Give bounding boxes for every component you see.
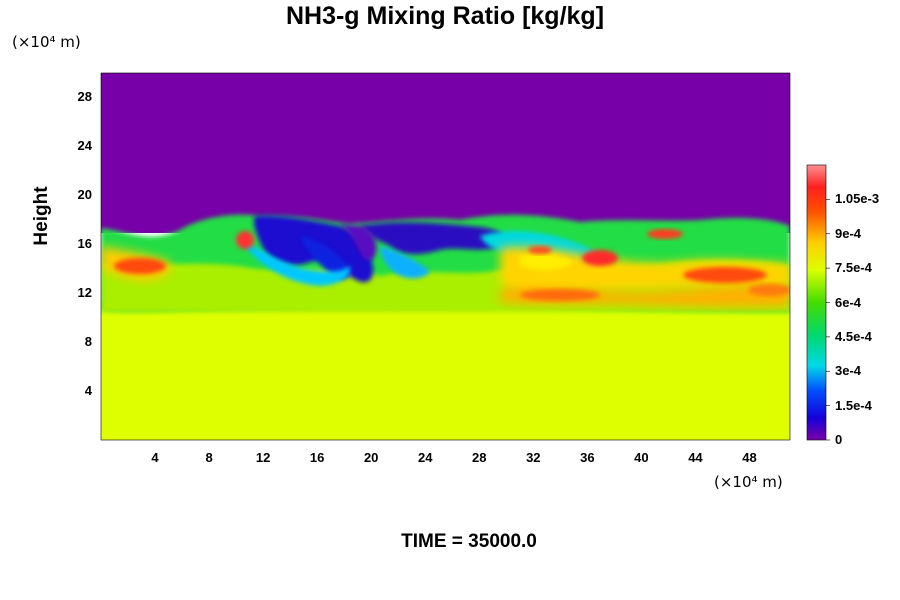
x-tick-label: 44 <box>688 450 703 465</box>
colorbar-label: 7.5e-4 <box>835 260 872 276</box>
y-tick-label: 28 <box>77 89 92 105</box>
y-tick-label: 12 <box>77 285 92 301</box>
chart-title: NH3-g Mixing Ratio [kg/kg] <box>285 2 605 30</box>
mixing-layer <box>101 214 790 312</box>
lower-region <box>101 300 790 440</box>
x-tick-label: 28 <box>472 450 487 465</box>
colorbar-label: 9e-4 <box>835 225 862 241</box>
x-tick-label: 24 <box>418 450 433 465</box>
x-tick-label: 48 <box>742 450 757 465</box>
colorbar-label: 6e-4 <box>835 294 862 310</box>
y-tick-label: 24 <box>77 138 92 154</box>
y-axis-unit: (×10⁴ m) <box>12 33 81 51</box>
x-tick-label: 32 <box>526 450 541 465</box>
y-tick-label: 8 <box>84 334 92 350</box>
plot-frame <box>100 72 791 441</box>
x-tick-label: 16 <box>309 450 325 465</box>
x-tick-label: 20 <box>363 450 379 465</box>
x-tick-label: 36 <box>580 450 595 465</box>
x-tick-label: 12 <box>255 450 271 465</box>
colorbar-label: 3e-4 <box>835 363 862 379</box>
time-label: TIME = 35000.0 <box>401 531 537 552</box>
colorbar-label: 1.5e-4 <box>835 397 872 413</box>
colorbar <box>806 164 827 441</box>
upper-region <box>101 73 790 233</box>
x-tick-label: 40 <box>634 450 649 465</box>
y-tick-label: 16 <box>77 236 92 252</box>
x-tick-label: 8 <box>205 450 213 465</box>
x-tick-label: 4 <box>151 450 159 465</box>
colorbar-label: 0 <box>835 432 843 447</box>
y-tick-label: 4 <box>84 383 92 399</box>
x-axis-unit: (×10⁴ m) <box>714 473 783 491</box>
y-tick-label: 20 <box>77 187 92 203</box>
colorbar-label: 1.05e-3 <box>835 191 880 207</box>
colorbar-label: 4.5e-4 <box>835 328 872 344</box>
